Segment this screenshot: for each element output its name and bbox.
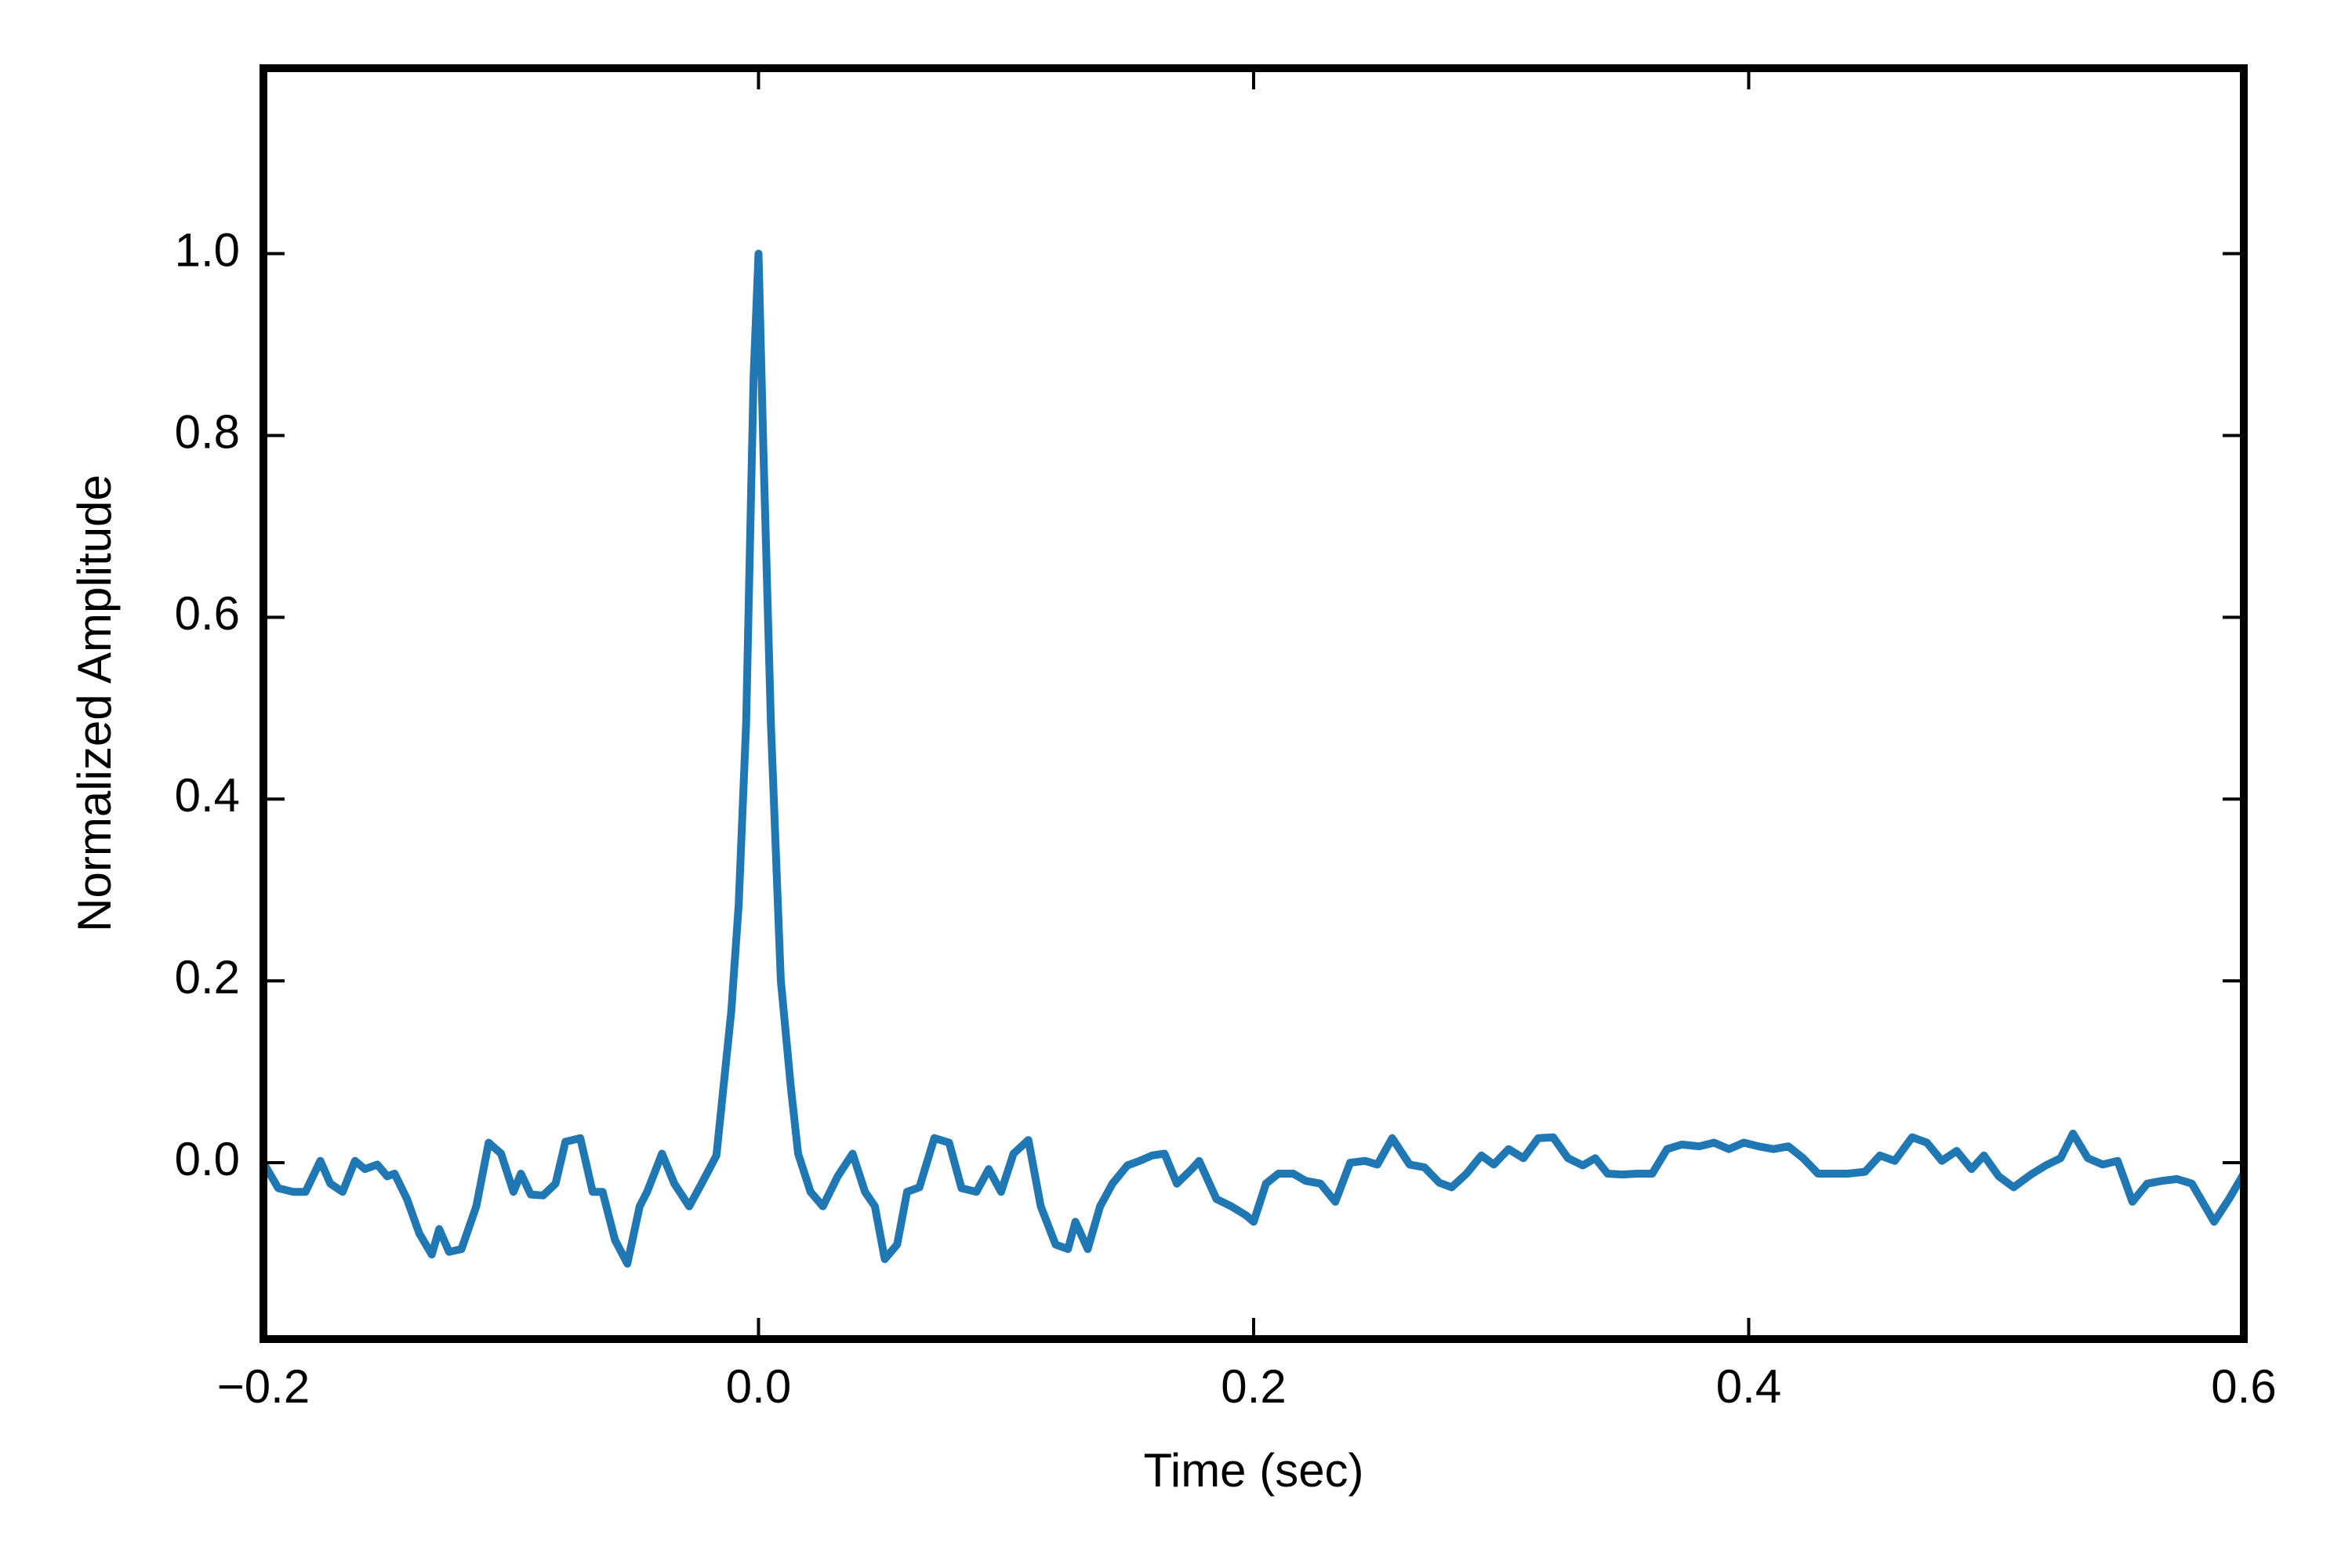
- y-tick-label: 0.4: [175, 769, 240, 822]
- data-line: [263, 249, 2244, 1268]
- x-tick-label: 0.6: [2211, 1360, 2276, 1413]
- y-axis-label: Normalized Amplitude: [68, 474, 121, 932]
- x-tick-label: 0.0: [726, 1360, 791, 1413]
- plot-frame: [260, 64, 2248, 1343]
- y-tick-label: 0.6: [175, 587, 240, 640]
- x-tick-label: −0.2: [217, 1360, 310, 1413]
- x-axis-label: Time (sec): [1143, 1444, 1363, 1497]
- y-tick-label: 0.8: [175, 405, 240, 458]
- y-tick-label: 0.0: [175, 1133, 240, 1185]
- y-tick-label: 0.2: [175, 951, 240, 1004]
- x-tick-label: 0.2: [1221, 1360, 1286, 1413]
- x-tick-label: 0.4: [1716, 1360, 1781, 1413]
- y-tick-label: 1.0: [175, 223, 240, 276]
